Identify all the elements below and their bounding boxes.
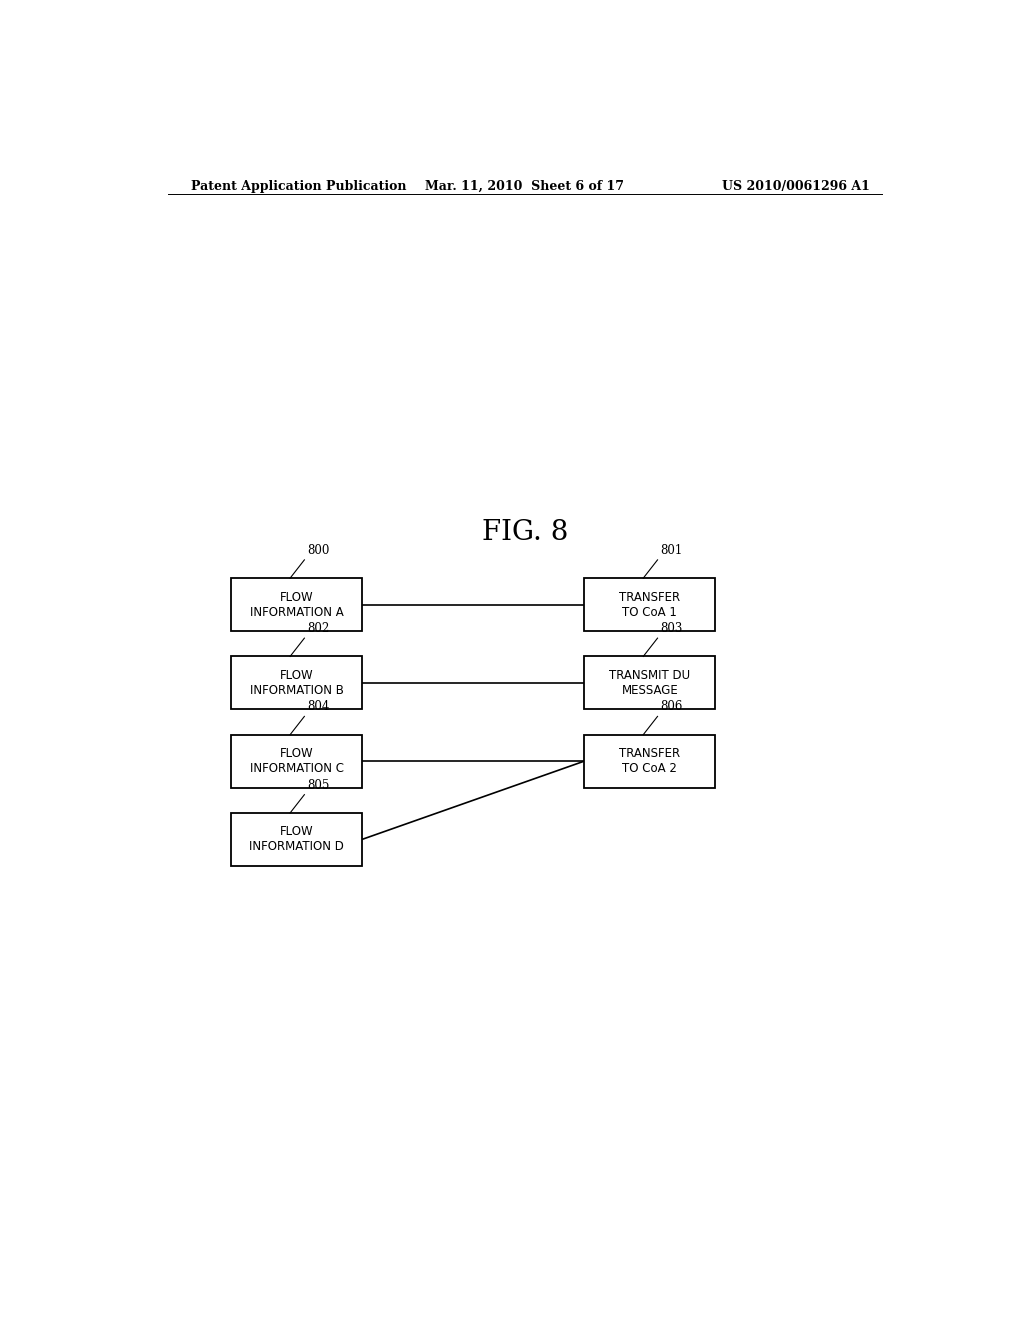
Text: Patent Application Publication: Patent Application Publication: [191, 180, 407, 193]
Bar: [231, 813, 362, 866]
Bar: [231, 735, 362, 788]
Text: TRANSFER
TO CoA 2: TRANSFER TO CoA 2: [620, 747, 680, 775]
Text: FLOW
INFORMATION B: FLOW INFORMATION B: [250, 669, 344, 697]
Text: FLOW
INFORMATION A: FLOW INFORMATION A: [250, 590, 343, 619]
Text: FLOW
INFORMATION C: FLOW INFORMATION C: [250, 747, 344, 775]
Text: US 2010/0061296 A1: US 2010/0061296 A1: [722, 180, 870, 193]
Bar: [585, 656, 715, 709]
Bar: [585, 735, 715, 788]
Text: 806: 806: [659, 701, 682, 713]
Text: 802: 802: [307, 622, 329, 635]
Text: 801: 801: [659, 544, 682, 557]
Text: Mar. 11, 2010  Sheet 6 of 17: Mar. 11, 2010 Sheet 6 of 17: [425, 180, 625, 193]
Bar: [585, 578, 715, 631]
Text: 805: 805: [307, 779, 329, 792]
Text: TRANSMIT DU
MESSAGE: TRANSMIT DU MESSAGE: [609, 669, 690, 697]
Text: 803: 803: [659, 622, 682, 635]
Text: 800: 800: [307, 544, 329, 557]
Bar: [231, 578, 362, 631]
Text: FIG. 8: FIG. 8: [481, 519, 568, 546]
Text: 804: 804: [307, 701, 329, 713]
Text: TRANSFER
TO CoA 1: TRANSFER TO CoA 1: [620, 590, 680, 619]
Text: FLOW
INFORMATION D: FLOW INFORMATION D: [249, 825, 344, 854]
Bar: [231, 656, 362, 709]
